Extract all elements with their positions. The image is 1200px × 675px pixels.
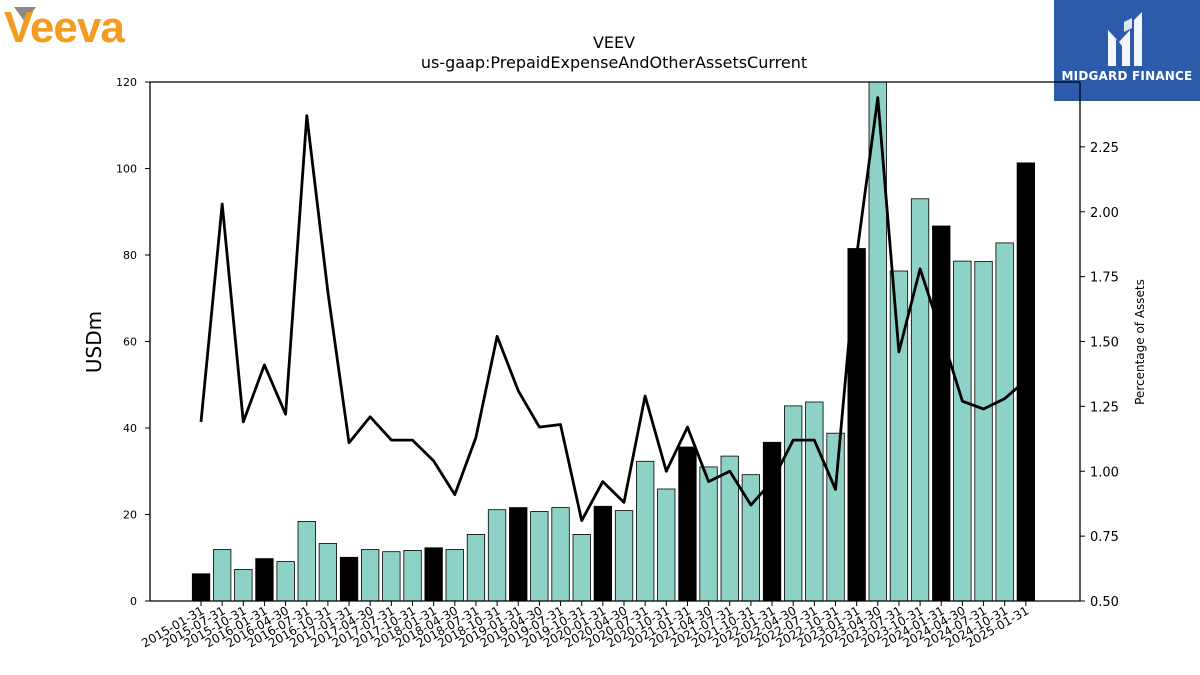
bar-2024-01-31	[932, 225, 951, 602]
axes: 0 20 40 60 80 100 120 0.50 0.75 1.00 1.25 1.50 1.75 2…	[116, 76, 1119, 650]
y-tick-label: 40	[123, 422, 137, 435]
percentage-line-path	[199, 96, 1027, 522]
y2-tick-label: 1.00	[1090, 465, 1119, 480]
bar-2019-04-30	[530, 511, 549, 602]
bar-2019-10-31	[572, 534, 591, 602]
bar-2022-04-30	[784, 405, 803, 602]
bar-2015-10-31	[234, 569, 253, 602]
bar-2018-01-31	[424, 547, 443, 602]
bar-2016-10-31	[318, 543, 338, 602]
bar-2018-07-31	[466, 534, 486, 602]
veeva-logo-mark: Veeva	[4, 3, 126, 52]
midgard-mark-icon	[1108, 12, 1142, 66]
y-tick-label: 120	[116, 76, 137, 89]
veeva-logo-text: Veeva	[4, 4, 125, 48]
bar-2015-07-31	[212, 549, 232, 602]
bar-2019-07-31	[551, 507, 570, 602]
y-tick-label: 20	[123, 509, 137, 522]
y-tick-label: 80	[123, 249, 137, 262]
bar-2022-01-31	[762, 441, 782, 602]
bar-2017-07-31	[382, 551, 401, 602]
bars	[191, 81, 1035, 602]
chart-subtitle: us-gaap:PrepaidExpenseAndOtherAssetsCurr…	[421, 53, 807, 72]
bar-2022-07-31	[805, 401, 824, 602]
bar-2020-04-30	[614, 510, 634, 602]
bar-2023-07-31	[889, 270, 909, 602]
bar-2022-10-31	[826, 432, 845, 602]
y-tick-label: 0	[130, 595, 137, 608]
bar-2024-10-31	[995, 242, 1014, 602]
bar-2016-04-30	[276, 561, 295, 602]
percentage-line	[199, 96, 1027, 522]
bar-2021-07-31	[720, 455, 739, 602]
bar-2018-04-30	[445, 549, 464, 602]
veeva-logo: Veeva	[4, 3, 174, 52]
bar-2016-01-31	[255, 558, 274, 602]
y2-tick-label: 1.25	[1090, 400, 1119, 415]
bar-2019-01-31	[509, 507, 528, 602]
bar-2015-01-31	[191, 573, 211, 602]
bar-2020-01-31	[593, 505, 612, 602]
y2-tick-label: 0.50	[1090, 595, 1119, 610]
bar-2021-01-31	[678, 446, 697, 602]
bar-2023-01-31	[847, 248, 866, 602]
bar-2021-04-30	[699, 466, 718, 602]
bar-2016-07-31	[297, 521, 316, 602]
bar-2023-10-31	[910, 198, 930, 602]
bar-2018-10-31	[487, 509, 507, 602]
y2-tick-label: 2.00	[1090, 206, 1119, 221]
chart-title: VEEV	[593, 33, 635, 52]
y-axis-label: USDm	[82, 311, 106, 373]
y2-tick-label: 0.75	[1090, 530, 1119, 545]
y2-tick-label: 2.25	[1090, 141, 1119, 156]
y2-tick-label: 1.75	[1090, 271, 1119, 286]
y2-tick-label: 1.50	[1090, 336, 1119, 351]
midgard-finance-label: MIDGARD FINANCE	[1061, 69, 1193, 83]
bar-2017-04-30	[360, 549, 380, 602]
y-tick-label: 100	[116, 163, 137, 176]
bar-2024-07-31	[974, 261, 993, 602]
bar-2017-10-31	[403, 550, 422, 602]
bar-2017-01-31	[339, 556, 359, 602]
y-tick-label: 60	[123, 336, 137, 349]
y2-axis-label: Percentage of Assets	[1133, 279, 1147, 405]
bar-2020-07-31	[636, 460, 655, 602]
bar-2024-04-30	[953, 260, 972, 602]
midgard-finance-logo: MIDGARD FINANCE	[1054, 0, 1200, 101]
bar-2020-10-31	[657, 488, 676, 602]
